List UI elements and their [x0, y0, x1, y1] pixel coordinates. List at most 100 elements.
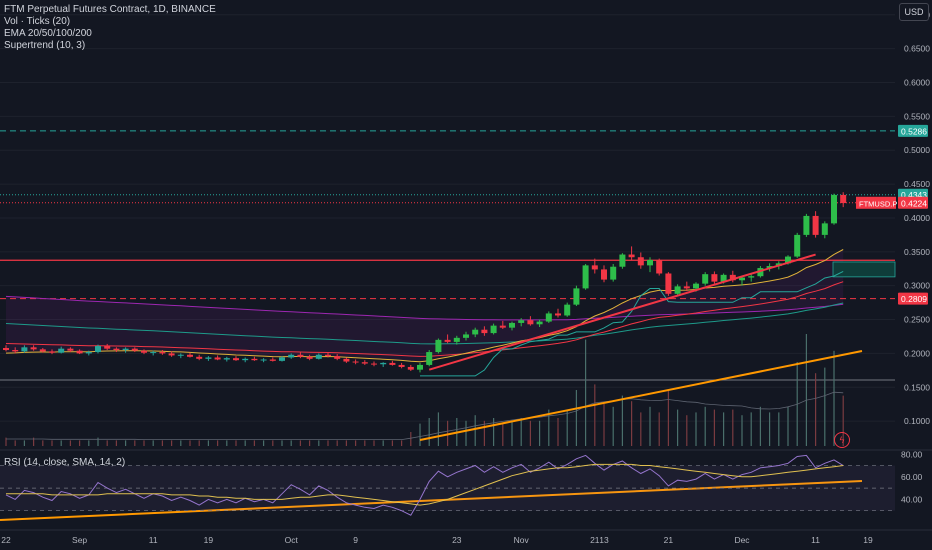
volume-bar	[401, 440, 403, 446]
volume-bar	[677, 409, 679, 446]
candle-body	[242, 358, 249, 361]
rsi-tick-label: 60.00	[901, 472, 923, 482]
candle-body	[739, 277, 745, 281]
candle-body	[545, 313, 552, 322]
price-axis[interactable]: 0.70000.65000.60000.55000.50000.45000.40…	[856, 10, 930, 505]
price-tick-label: 0.4500	[904, 179, 930, 189]
time-axis[interactable]: 22 Sep 11 19 Oct 9 23 Nov 21 13 21 Dec 11 19	[1, 535, 873, 545]
rsi-line	[5, 454, 844, 516]
candle-body	[214, 357, 221, 360]
volume-bar	[51, 440, 53, 446]
volume-bar	[217, 440, 219, 446]
candle-body	[601, 269, 607, 280]
volume-bar	[502, 423, 504, 446]
candle-body	[573, 288, 580, 305]
candle-body	[757, 268, 764, 277]
candle-body	[279, 357, 285, 361]
volume-bar	[125, 440, 127, 446]
candle-body	[656, 259, 663, 274]
price-tick-label: 0.6500	[904, 44, 930, 54]
volume-bar	[364, 440, 366, 446]
volume-bar	[511, 420, 513, 446]
volume-bar	[539, 420, 541, 446]
candle-body	[720, 274, 727, 282]
candle-body	[159, 352, 166, 354]
candle-body	[58, 348, 65, 353]
candle-body	[472, 329, 479, 335]
volume-bar	[585, 339, 587, 446]
time-tick-label: 21	[664, 535, 674, 545]
volume-bar	[410, 432, 412, 446]
legend-volume[interactable]: Vol · Ticks (20)	[4, 16, 71, 27]
time-tick-label: 19	[204, 535, 214, 545]
candle-body	[288, 354, 295, 358]
time-tick-label: 21	[590, 535, 600, 545]
candle-body	[177, 354, 184, 356]
candle-body	[407, 366, 414, 370]
candle-body	[683, 286, 690, 289]
price-tick-label: 0.3000	[904, 281, 930, 291]
rsi-ma-line	[6, 463, 844, 506]
time-tick-label: 13	[599, 535, 609, 545]
candle-body	[361, 362, 368, 364]
candle-body	[196, 356, 203, 359]
volume-bar	[778, 412, 780, 446]
candle-body	[21, 347, 28, 352]
price-label-text: 0.5286	[901, 126, 927, 136]
candle-body	[233, 358, 239, 361]
time-tick-label: Oct	[285, 535, 299, 545]
candle-body	[840, 194, 847, 204]
legend-supertrend[interactable]: Supertrend (10, 3)	[4, 40, 86, 51]
volume-bar	[171, 440, 173, 446]
volume-bar	[750, 412, 752, 446]
rsi-pane	[0, 454, 895, 516]
horizontal-levels[interactable]	[0, 130, 896, 300]
volume-bar	[373, 440, 375, 446]
price-tick-label: 0.2000	[904, 348, 930, 358]
lightning-icon[interactable]: ϟ	[834, 432, 850, 448]
candle-body	[205, 357, 212, 359]
volume-bar	[483, 420, 485, 446]
candle-body	[453, 337, 460, 342]
rsi-legend[interactable]: RSI (14, close, SMA, 14, 2)	[4, 457, 126, 468]
candle-body	[141, 350, 147, 353]
candle-body	[821, 223, 828, 235]
volume-bar	[290, 440, 292, 446]
candle-body	[131, 348, 138, 351]
volume-bar	[842, 395, 844, 446]
legend-ema[interactable]: EMA 20/50/100/200	[4, 28, 92, 39]
ema-50-line	[5, 281, 844, 357]
volume-bar	[465, 420, 467, 446]
volume-bar	[575, 390, 577, 446]
candles[interactable]	[3, 192, 847, 373]
candle-body	[831, 194, 837, 224]
volume-bar	[198, 440, 200, 446]
candle-body	[49, 351, 55, 353]
trendlines[interactable]	[0, 253, 863, 521]
ema-200-line	[5, 295, 844, 321]
price-tick-label: 0.5500	[904, 111, 930, 121]
volume-bar	[621, 395, 623, 446]
volume-bar	[695, 412, 697, 446]
candle-body	[168, 353, 175, 356]
volume-bar	[686, 415, 688, 446]
candle-body	[794, 234, 801, 257]
candle-body	[803, 215, 810, 235]
volume-bar	[594, 384, 596, 446]
candle-body	[702, 274, 709, 284]
volume-bar	[272, 440, 274, 446]
volume-bar	[152, 440, 154, 446]
price-tick-label: 0.1500	[904, 382, 930, 392]
time-tick-label: Sep	[72, 535, 87, 545]
currency-button[interactable]: USD	[899, 3, 929, 21]
candle-body	[251, 358, 258, 361]
legend-title[interactable]: FTM Perpetual Futures Contract, 1D, BINA…	[4, 4, 216, 15]
time-tick-label: 11	[149, 535, 158, 545]
candle-body	[674, 286, 681, 294]
candle-body	[509, 322, 515, 328]
volume-bar	[79, 440, 81, 446]
price-label-text: 0.4343	[901, 190, 927, 200]
volume-bar	[309, 440, 311, 446]
volume-bar	[428, 418, 430, 446]
